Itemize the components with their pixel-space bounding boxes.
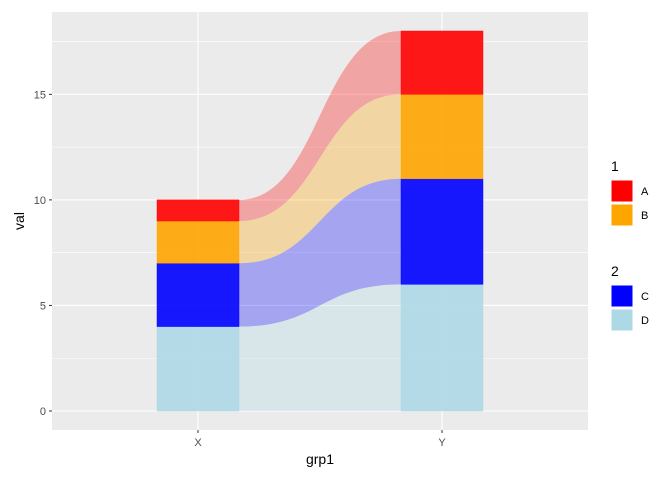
y-tick-label: 10: [34, 195, 46, 207]
flow-b: [239, 94, 401, 264]
bar-y-c: [400, 178, 484, 285]
legend: 1 AB 2 CD: [610, 158, 649, 332]
flows: [239, 31, 401, 411]
bar-x-b: [156, 220, 240, 264]
flow-c: [239, 178, 401, 327]
legend-label: A: [641, 186, 649, 198]
x-axis-title: grp1: [306, 451, 334, 467]
panel-background: [52, 12, 588, 430]
y-tick-label: 5: [40, 300, 46, 312]
flow-a: [239, 31, 401, 221]
bar-x-d: [156, 326, 240, 412]
legend-title: 2: [611, 263, 619, 279]
x-tick-label: Y: [438, 437, 446, 449]
flow-d: [239, 284, 401, 411]
legend-label: D: [641, 315, 649, 327]
bar-y-b: [400, 94, 484, 180]
bar-y-a: [400, 30, 484, 95]
bar-y-d: [400, 284, 484, 412]
legend-key-c: [610, 284, 634, 308]
legend-title: 1: [611, 158, 619, 174]
legend-key-d: [610, 308, 634, 332]
legend-label: B: [641, 210, 648, 222]
bar-x-c: [156, 262, 240, 327]
x-tick-label: X: [194, 437, 202, 449]
legend-key-b: [610, 203, 634, 227]
y-axis: 0 5 10 15: [34, 89, 52, 418]
y-tick-label: 15: [34, 89, 46, 101]
stacked-bars: [156, 30, 484, 412]
legend-label: C: [641, 291, 649, 303]
y-tick-label: 0: [40, 406, 46, 418]
legend-key-a: [610, 179, 634, 203]
bar-x-a: [156, 199, 240, 222]
y-axis-title: val: [11, 212, 27, 230]
